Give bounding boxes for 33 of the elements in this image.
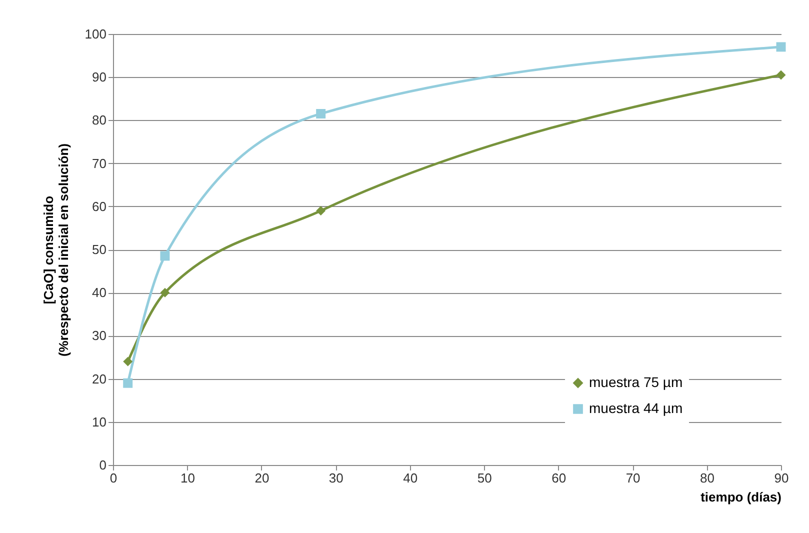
- y-axis-title: [CaO] consumido (%respecto del inicial en solución): [40, 143, 71, 357]
- y-tick-label: 60: [92, 198, 106, 214]
- point: [160, 251, 170, 261]
- x-axis-title: tiempo (días): [700, 490, 782, 504]
- y-tick-label: 50: [92, 242, 106, 257]
- x-tick-label: 20: [254, 470, 270, 486]
- point: [123, 378, 133, 388]
- y-tick-label: 20: [92, 371, 106, 386]
- y-tick-label: 100: [84, 26, 106, 42]
- x-tick-label: 10: [180, 470, 195, 486]
- y-tick-label: 30: [92, 328, 106, 344]
- y-tick-label: 80: [92, 112, 106, 128]
- x-tick-label: 80: [700, 470, 715, 486]
- y-tick-label: 70: [92, 156, 106, 171]
- point: [160, 288, 170, 298]
- point: [316, 108, 326, 118]
- y-tick-label: 10: [92, 414, 106, 430]
- x-tick-label: 50: [477, 470, 492, 486]
- x-tick-label: 90: [774, 470, 789, 486]
- point: [776, 70, 786, 80]
- x-tick-label: 30: [328, 470, 344, 486]
- x-tick-label: 60: [552, 470, 566, 486]
- y-tick-label: 40: [92, 285, 106, 300]
- x-tick-label: 70: [626, 470, 640, 486]
- y-tick-label: 90: [92, 70, 106, 85]
- point: [316, 206, 326, 216]
- x-tick-label: 40: [403, 470, 418, 486]
- point: [776, 42, 786, 52]
- point: [123, 356, 133, 366]
- legend-label: muestra 75 µm: [589, 374, 683, 390]
- legend-label: muestra 44 µm: [589, 400, 683, 416]
- y-tick-label: 0: [99, 458, 106, 472]
- x-tick-label: 0: [110, 470, 118, 486]
